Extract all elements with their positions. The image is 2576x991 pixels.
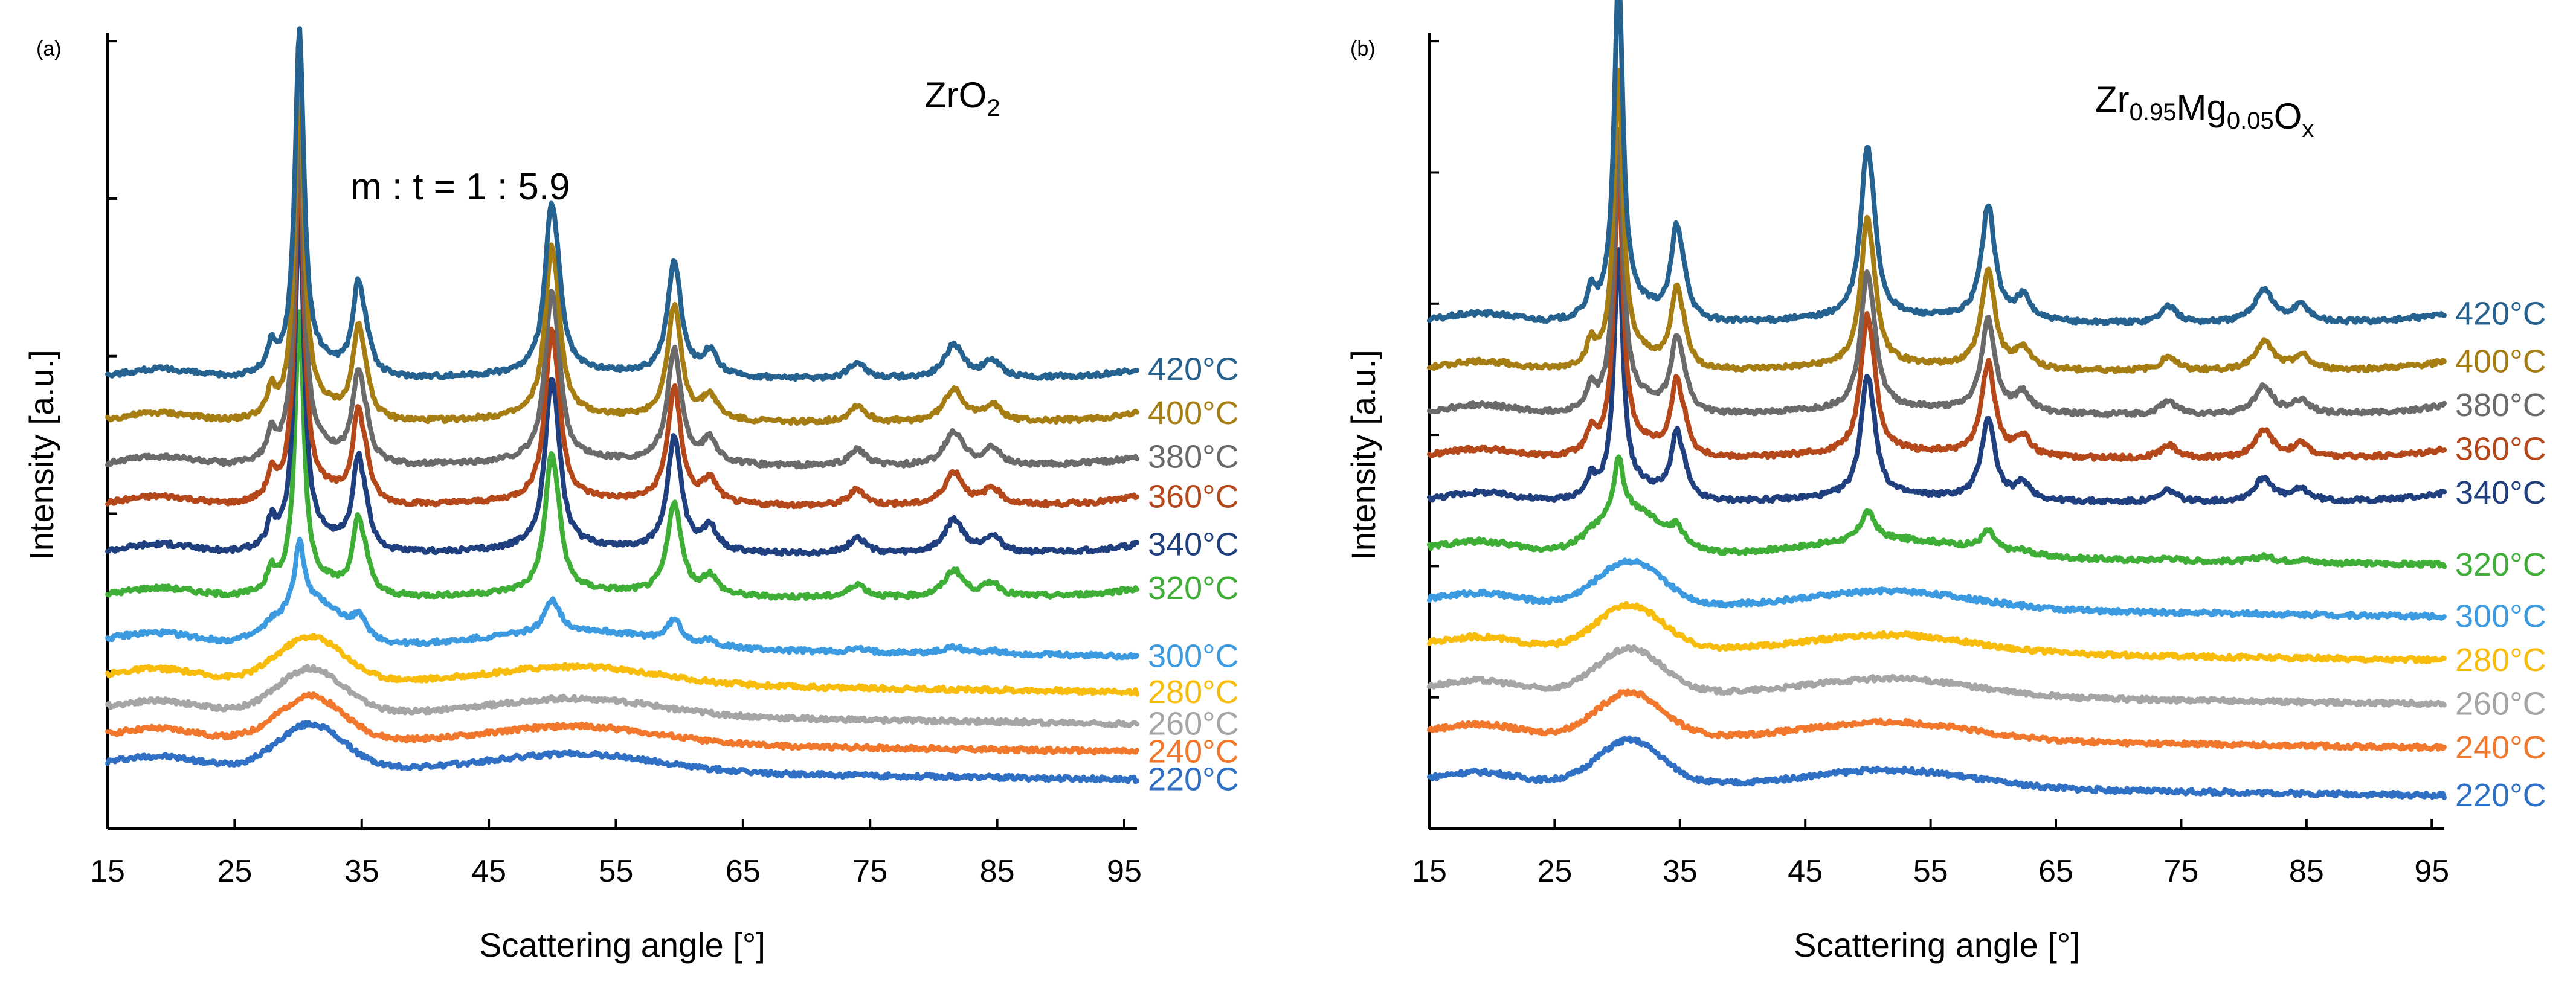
x-tick-label: 35	[344, 854, 379, 889]
series-line-320C	[1427, 454, 2447, 569]
series-line-280C	[1427, 601, 2447, 664]
series-line-360C	[105, 153, 1139, 510]
series-label: 300°C	[2455, 598, 2546, 635]
series-label: 380°C	[2455, 387, 2546, 423]
series-label: 240°C	[1148, 734, 1239, 770]
panel-label: (b)	[1350, 37, 1376, 60]
series-line-300C	[105, 536, 1139, 661]
x-tick-label: 85	[980, 854, 1015, 889]
x-tick-label: 45	[471, 854, 506, 889]
material-label: ZrO2	[924, 75, 1000, 121]
y-axis-title: Intensity [a.u.]	[1344, 350, 1382, 560]
series-label: 220°C	[2455, 777, 2546, 813]
x-tick-label: 85	[2289, 854, 2324, 889]
series-line-280C	[105, 632, 1139, 697]
series-label: 320°C	[1148, 570, 1239, 606]
series-label: 260°C	[2455, 686, 2546, 722]
series-line-220C	[1427, 735, 2447, 800]
series-line-260C	[1427, 644, 2447, 708]
x-tick-label: 15	[90, 854, 125, 889]
series-line-240C	[1427, 688, 2447, 752]
series-label: 400°C	[2455, 343, 2546, 379]
series-line-240C	[105, 691, 1139, 756]
chart-panel-a: (a) 15 25 35 45 55 65 75 85 95 Scattering angle [°…	[22, 26, 1239, 964]
series-label: 380°C	[1148, 438, 1239, 475]
material-label: Zr0.95Mg0.05Ox	[2095, 79, 2314, 143]
series-label: 360°C	[2455, 431, 2546, 467]
series-line-260C	[105, 664, 1139, 728]
series-label: 400°C	[1148, 395, 1239, 431]
series-label: 420°C	[2455, 295, 2546, 332]
panel-label: (a)	[36, 37, 62, 60]
series-label: 420°C	[1148, 351, 1239, 388]
x-axis-title: Scattering angle [°]	[479, 926, 765, 964]
series-line-220C	[105, 720, 1139, 784]
x-tick-label: 25	[1537, 854, 1572, 889]
series-line-340C	[1427, 247, 2447, 506]
series-line-360C	[1427, 171, 2447, 462]
series-line-320C	[105, 309, 1139, 601]
x-tick-label: 55	[1913, 854, 1948, 889]
x-tick-label: 95	[2414, 854, 2449, 889]
series-label: 300°C	[1148, 638, 1239, 674]
x-tick-label: 75	[2164, 854, 2199, 889]
series-label: 280°C	[1148, 674, 1239, 710]
series-label: 220°C	[1148, 762, 1239, 798]
x-tick-label: 15	[1412, 854, 1447, 889]
x-tick-label: 65	[726, 854, 761, 889]
series-line-400C	[1427, 67, 2447, 374]
series-label: 340°C	[2455, 475, 2546, 511]
series-line-400C	[105, 69, 1139, 426]
x-tick-label: 65	[2038, 854, 2073, 889]
series-label: 320°C	[2455, 547, 2546, 583]
y-axis-title: Intensity [a.u.]	[22, 350, 60, 560]
chart-panel-b: (b) 15 25 35 45 55 65 75 85 95 Scattering angle [°…	[1344, 0, 2546, 964]
series-label: 280°C	[2455, 642, 2546, 678]
x-tick-label: 95	[1107, 854, 1142, 889]
series-line-340C	[105, 201, 1139, 557]
x-tick-label: 75	[852, 854, 887, 889]
x-axis-title: Scattering angle [°]	[1794, 926, 2080, 964]
series-label: 360°C	[1148, 478, 1239, 515]
series-line-420C	[1427, 0, 2447, 327]
x-tick-label: 35	[1663, 854, 1698, 889]
series-label: 240°C	[2455, 730, 2546, 766]
x-tick-label: 25	[217, 854, 252, 889]
series-label: 340°C	[1148, 526, 1239, 562]
series-line-380C	[105, 114, 1139, 470]
x-tick-label: 45	[1788, 854, 1823, 889]
x-tick-label: 55	[599, 854, 634, 889]
series-line-380C	[1427, 127, 2447, 419]
series-line-420C	[105, 26, 1139, 382]
series-label: 260°C	[1148, 705, 1239, 742]
series-line-300C	[1427, 557, 2447, 621]
phase-ratio-annotation: m : t = 1 : 5.9	[350, 166, 570, 208]
